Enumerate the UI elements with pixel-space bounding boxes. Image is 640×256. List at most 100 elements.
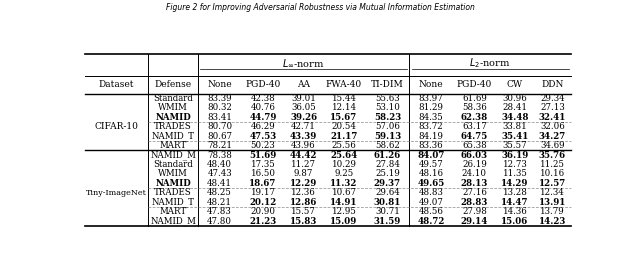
Text: 43.39: 43.39 — [290, 132, 317, 141]
Text: 43.96: 43.96 — [291, 141, 316, 150]
Text: 47.53: 47.53 — [250, 132, 276, 141]
Text: Tiny-ImageNet: Tiny-ImageNet — [86, 189, 147, 197]
Text: TRADES: TRADES — [154, 188, 192, 197]
Text: DDN: DDN — [541, 80, 563, 89]
Text: 18.67: 18.67 — [250, 179, 276, 188]
Text: 34.69: 34.69 — [540, 141, 564, 150]
Text: 78.38: 78.38 — [207, 151, 232, 160]
Text: 11.25: 11.25 — [540, 160, 565, 169]
Text: 12.29: 12.29 — [290, 179, 317, 188]
Text: 36.19: 36.19 — [501, 151, 529, 160]
Text: 48.16: 48.16 — [419, 169, 444, 178]
Text: NAMID_M: NAMID_M — [150, 150, 196, 160]
Text: 29.64: 29.64 — [375, 188, 400, 197]
Text: 62.38: 62.38 — [461, 113, 488, 122]
Text: Standard: Standard — [153, 160, 193, 169]
Text: 39.01: 39.01 — [291, 94, 316, 103]
Text: 12.73: 12.73 — [502, 160, 527, 169]
Text: FWA-40: FWA-40 — [326, 80, 362, 89]
Text: 11.35: 11.35 — [502, 169, 527, 178]
Text: 17.35: 17.35 — [251, 160, 275, 169]
Text: 35.57: 35.57 — [502, 141, 527, 150]
Text: 30.96: 30.96 — [502, 94, 527, 103]
Text: 15.67: 15.67 — [330, 113, 358, 122]
Text: 12.57: 12.57 — [539, 179, 566, 188]
Text: 83.36: 83.36 — [419, 141, 444, 150]
Text: 42.38: 42.38 — [251, 94, 275, 103]
Text: 14.23: 14.23 — [539, 217, 566, 226]
Text: 80.70: 80.70 — [207, 122, 232, 131]
Text: 15.44: 15.44 — [332, 94, 356, 103]
Text: 11.27: 11.27 — [291, 160, 316, 169]
Text: 14.29: 14.29 — [501, 179, 529, 188]
Text: NAMID: NAMID — [156, 179, 191, 188]
Text: 84.19: 84.19 — [419, 132, 444, 141]
Text: 66.03: 66.03 — [461, 151, 488, 160]
Text: 16.50: 16.50 — [251, 169, 276, 178]
Text: 12.34: 12.34 — [540, 188, 564, 197]
Text: 33.81: 33.81 — [502, 122, 527, 131]
Text: 48.56: 48.56 — [419, 207, 444, 216]
Text: 12.95: 12.95 — [332, 207, 356, 216]
Text: PGD-40: PGD-40 — [246, 80, 281, 89]
Text: 39.26: 39.26 — [290, 113, 317, 122]
Text: 48.21: 48.21 — [207, 198, 232, 207]
Text: None: None — [419, 80, 444, 89]
Text: 15.57: 15.57 — [291, 207, 316, 216]
Text: 30.81: 30.81 — [374, 198, 401, 207]
Text: 12.14: 12.14 — [332, 103, 356, 112]
Text: 13.91: 13.91 — [539, 198, 566, 207]
Text: 48.83: 48.83 — [419, 188, 444, 197]
Text: 21.17: 21.17 — [330, 132, 358, 141]
Text: 48.41: 48.41 — [207, 179, 232, 188]
Text: WMIM: WMIM — [158, 103, 188, 112]
Text: 81.29: 81.29 — [419, 103, 444, 112]
Text: 26.19: 26.19 — [462, 160, 487, 169]
Text: 48.25: 48.25 — [207, 188, 232, 197]
Text: 32.06: 32.06 — [540, 122, 564, 131]
Text: 47.80: 47.80 — [207, 217, 232, 226]
Text: 15.06: 15.06 — [501, 217, 529, 226]
Text: WMIM: WMIM — [158, 169, 188, 178]
Text: 13.79: 13.79 — [540, 207, 564, 216]
Text: 53.10: 53.10 — [375, 103, 400, 112]
Text: 31.59: 31.59 — [374, 217, 401, 226]
Text: PGD-40: PGD-40 — [457, 80, 492, 89]
Text: 80.32: 80.32 — [207, 103, 232, 112]
Text: 83.39: 83.39 — [207, 94, 232, 103]
Text: 27.13: 27.13 — [540, 103, 564, 112]
Text: 57.06: 57.06 — [375, 122, 400, 131]
Text: 49.07: 49.07 — [419, 198, 444, 207]
Text: 9.25: 9.25 — [334, 169, 354, 178]
Text: 35.41: 35.41 — [501, 132, 529, 141]
Text: 28.13: 28.13 — [461, 179, 488, 188]
Text: MART: MART — [159, 207, 187, 216]
Text: Figure 2 for Improving Adversarial Robustness via Mutual Information Estimation: Figure 2 for Improving Adversarial Robus… — [166, 3, 474, 12]
Text: 27.98: 27.98 — [462, 207, 487, 216]
Text: 55.63: 55.63 — [375, 94, 400, 103]
Text: CW: CW — [507, 80, 523, 89]
Text: 29.14: 29.14 — [461, 217, 488, 226]
Text: 25.19: 25.19 — [375, 169, 400, 178]
Text: 61.26: 61.26 — [374, 151, 401, 160]
Text: 28.41: 28.41 — [502, 103, 527, 112]
Text: 10.16: 10.16 — [540, 169, 565, 178]
Text: 12.36: 12.36 — [291, 188, 316, 197]
Text: 10.67: 10.67 — [332, 188, 356, 197]
Text: AA: AA — [297, 80, 310, 89]
Text: 83.97: 83.97 — [419, 94, 444, 103]
Text: 9.87: 9.87 — [294, 169, 313, 178]
Text: 80.67: 80.67 — [207, 132, 232, 141]
Text: 58.62: 58.62 — [375, 141, 400, 150]
Text: 48.40: 48.40 — [207, 160, 232, 169]
Text: 20.12: 20.12 — [250, 198, 276, 207]
Text: 51.69: 51.69 — [250, 151, 276, 160]
Text: 14.36: 14.36 — [502, 207, 527, 216]
Text: 65.38: 65.38 — [462, 141, 487, 150]
Text: 61.69: 61.69 — [462, 94, 487, 103]
Text: 28.83: 28.83 — [461, 198, 488, 207]
Text: $L_\infty$-norm: $L_\infty$-norm — [282, 57, 325, 69]
Text: 78.21: 78.21 — [207, 141, 232, 150]
Text: 47.83: 47.83 — [207, 207, 232, 216]
Text: 29.34: 29.34 — [540, 94, 564, 103]
